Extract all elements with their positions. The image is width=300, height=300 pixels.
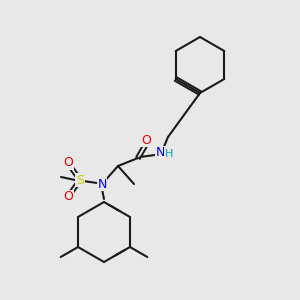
Text: H: H: [165, 149, 173, 159]
Text: N: N: [155, 146, 165, 160]
Text: O: O: [141, 134, 151, 146]
Text: N: N: [97, 178, 107, 190]
Text: O: O: [63, 157, 73, 169]
Text: S: S: [76, 173, 84, 187]
Text: O: O: [63, 190, 73, 203]
